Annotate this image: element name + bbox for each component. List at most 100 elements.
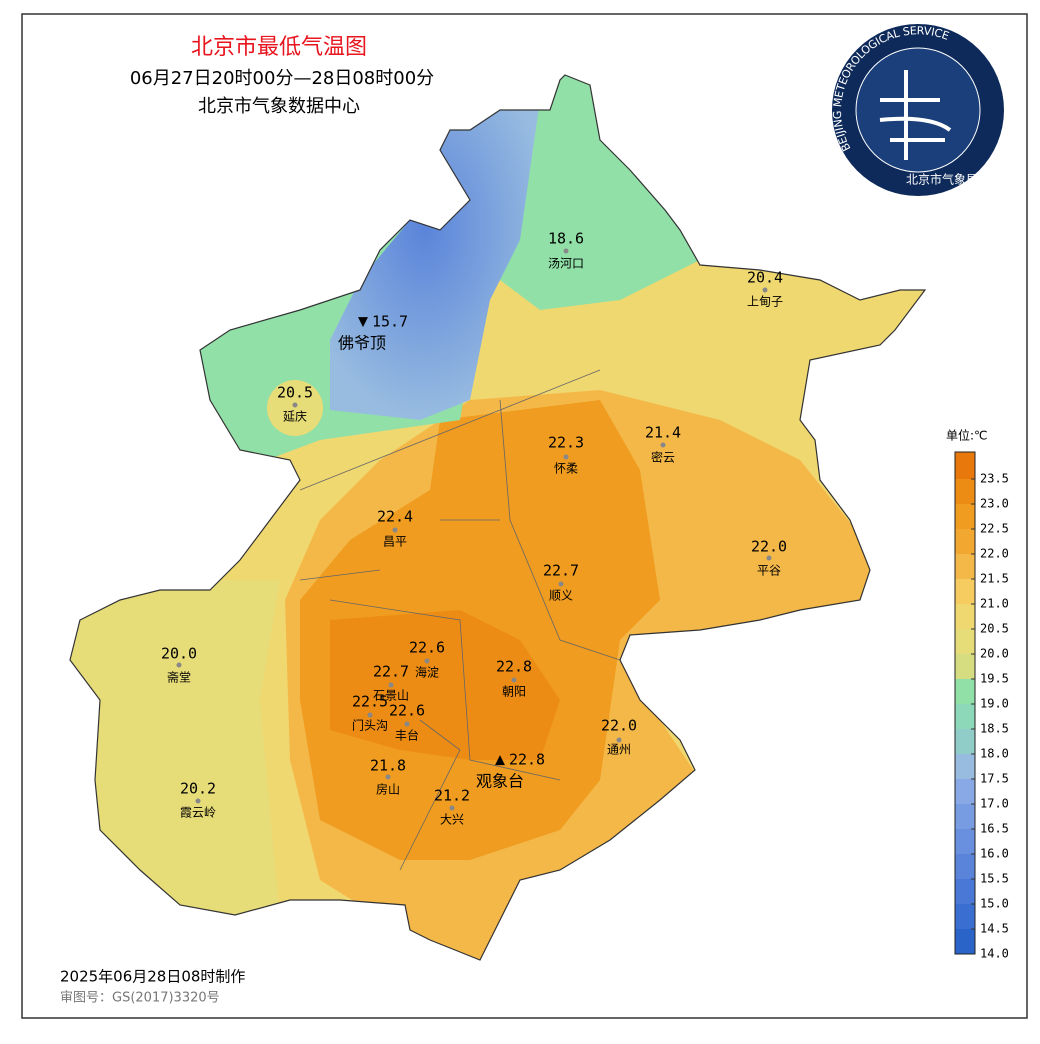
station-name: 延庆 [283,410,307,424]
station-dot [762,287,768,293]
station-value: 22.8 [509,751,545,769]
approval-no: 审图号：GS(2017)3320号 [60,991,220,1006]
legend: 单位:℃ 14.0 14.5 15.0 15.5 16.0 16.5 17.0 17.5 18.… [946,428,1009,961]
legend-label: 17.0 [980,797,1009,811]
legend-swatch [955,804,975,829]
made-time: 2025年06月28日08时制作 [60,968,245,986]
station-name: 顺义 [549,589,573,603]
station-dot [292,402,298,408]
station-name: 丰台 [395,728,419,743]
map-title: 北京市最低气温图 [191,35,367,60]
period: 06月27日20时00分—28日08时00分 [130,68,434,89]
legend-label: 16.0 [980,847,1009,861]
legend-label: 14.5 [980,922,1009,936]
station-name: 房山 [376,782,400,797]
legend-swatch [955,604,975,629]
station-name: 通州 [607,743,631,757]
station-value: 22.6 [409,639,445,657]
station-dot [176,662,182,668]
legend-label: 15.0 [980,897,1009,911]
station-name: 斋堂 [167,670,191,685]
legend-label: 17.5 [980,772,1009,786]
legend-swatch [955,504,975,529]
legend-label: 18.5 [980,722,1009,736]
legend-swatch [955,452,975,479]
station-name: 密云 [651,450,675,465]
legend-label: 21.5 [980,572,1009,586]
station-name: 佛爷顶 [338,334,386,353]
legend-label: 20.5 [980,622,1009,636]
station-value: 22.0 [601,717,637,735]
logo-name: 北京市气象局 [906,172,978,187]
zone [330,610,560,760]
station-value: 22.7 [543,562,579,580]
station-name: 汤河口 [548,257,584,271]
station-value: 22.5 [352,693,388,711]
station-value: 21.4 [645,424,681,442]
logo-mark [879,70,952,160]
station-dot [367,712,373,718]
station-value: 22.6 [389,702,425,720]
legend-swatch [955,579,975,604]
legend-swatch [955,679,975,704]
legend-swatch [955,854,975,879]
station-name: 观象台 [476,772,524,791]
legend-swatch [955,879,975,904]
legend-swatch [955,704,975,729]
legend-label: 23.0 [980,497,1009,511]
legend-swatch [955,479,975,504]
station-value: 22.8 [496,658,532,676]
zone [267,380,323,436]
station-dot [388,682,394,688]
station-value: 21.2 [434,787,470,805]
legend-swatch [955,629,975,654]
station-name: 霞云岭 [180,806,216,820]
frame [21,13,1028,1019]
station-name: 朝阳 [502,685,526,699]
station-dot [195,798,201,804]
station-value: 20.0 [161,645,197,663]
min-marker: ▼ [358,315,368,330]
station-value: 21.8 [370,757,406,775]
legend-label: 20.0 [980,647,1009,661]
legend-label: 15.5 [980,872,1009,886]
station-dot [424,658,430,664]
station-value: 22.0 [751,538,787,556]
station-name: 昌平 [383,535,407,549]
legend-label: 14.0 [980,947,1009,961]
station-dot [616,737,622,743]
station-value: 22.7 [373,663,409,681]
stations: 18.6 汤河口 20.4 上甸子 ▼ 15.7 佛爷顶 20.5 延庆 22.3 怀柔 2… [161,230,787,827]
obs-marker: ▲ [495,753,505,768]
legend-swatch [955,654,975,679]
station-dot [392,527,398,533]
legend-label: 23.5 [980,472,1009,486]
station-name: 大兴 [440,813,464,827]
station-value: 18.6 [548,230,584,248]
station-value: 20.2 [180,780,216,798]
legend-title: 单位:℃ [946,428,988,443]
zone [70,580,280,920]
legend-label: 22.5 [980,522,1009,536]
district-border [299,399,621,871]
issuer: 北京市气象数据中心 [198,96,360,117]
station-dot [404,721,410,727]
station-dot [449,805,455,811]
legend-swatch [955,904,975,929]
station-dot [660,442,666,448]
legend-swatch [955,754,975,779]
station-value: 20.4 [747,269,783,287]
station-value: 22.4 [377,508,413,526]
legend-label: 18.0 [980,747,1009,761]
station-name: 门头沟 [352,718,388,733]
zone [330,100,540,420]
legend-swatch [955,529,975,554]
station-name: 怀柔 [554,462,578,476]
legend-label: 22.0 [980,547,1009,561]
station-dot [558,581,564,587]
station-dot [563,454,569,460]
legend-border [954,451,976,955]
station-dot [385,774,391,780]
station-name: 石景山 [373,689,409,703]
